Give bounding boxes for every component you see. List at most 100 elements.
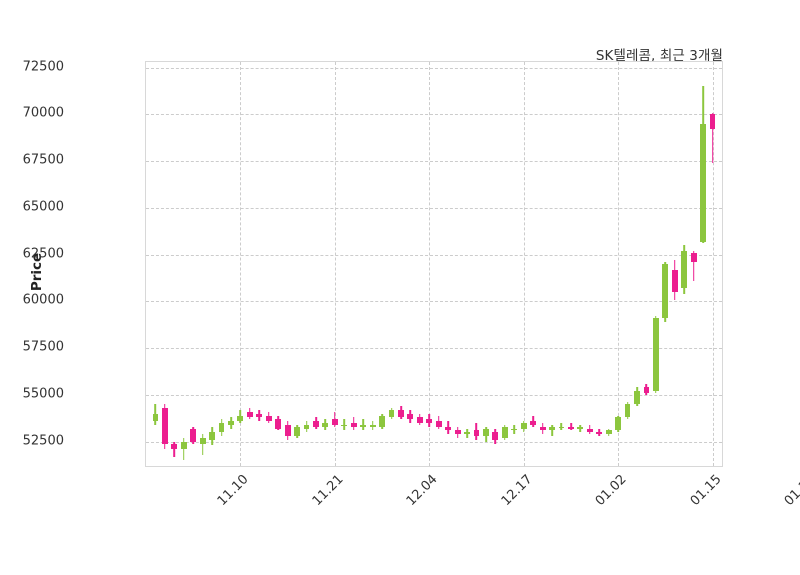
candlestick-up xyxy=(662,62,669,466)
candle-body xyxy=(331,419,338,425)
candle-wick xyxy=(560,422,563,431)
chart-title: SK텔레콤, 최근 3개월 xyxy=(595,48,723,64)
candle-body xyxy=(209,432,215,440)
candlestick-down xyxy=(539,62,546,466)
candlestick-down xyxy=(671,62,678,466)
candle-body xyxy=(464,432,470,435)
gridline-horizontal xyxy=(146,254,722,256)
x-axis-tick-label: 01.02 xyxy=(592,472,630,509)
candle-body xyxy=(445,426,452,431)
candle-body xyxy=(473,430,480,437)
candlestick-down xyxy=(492,62,499,466)
candle-body xyxy=(190,428,197,442)
candle-body xyxy=(520,422,527,429)
candlestick-down xyxy=(246,62,253,466)
candlestick-up xyxy=(228,62,234,466)
candle-body xyxy=(161,408,168,444)
y-axis-tick-label: 62500 xyxy=(22,246,64,262)
candle-body xyxy=(634,391,640,405)
gridline-vertical xyxy=(429,62,431,466)
candle-wick xyxy=(570,422,572,431)
candlestick-down xyxy=(454,62,461,466)
candle-body xyxy=(360,424,367,427)
candle-body xyxy=(171,443,178,450)
candlestick-down xyxy=(426,62,433,466)
candle-body xyxy=(256,413,263,418)
candlestick-up xyxy=(218,62,225,466)
candlestick-down xyxy=(567,62,574,466)
candlestick-up xyxy=(652,62,659,466)
gridline-vertical xyxy=(334,62,336,466)
candle-body xyxy=(624,404,631,418)
candlestick-down xyxy=(398,62,404,466)
candle-wick xyxy=(579,424,582,433)
candlestick-up xyxy=(549,62,555,466)
candlestick-up xyxy=(303,62,310,466)
candle-body xyxy=(426,419,433,423)
candle-body xyxy=(303,424,310,429)
candle-wick xyxy=(551,424,553,437)
x-axis-tick-label: 11.10 xyxy=(215,472,253,509)
candlestick-up xyxy=(322,62,329,466)
candle-body xyxy=(605,430,612,435)
candlestick-up xyxy=(605,62,612,466)
candle-body xyxy=(313,421,319,427)
candle-body xyxy=(577,426,584,429)
gridline-vertical xyxy=(523,62,525,466)
candle-wick xyxy=(711,112,714,163)
candlestick-down xyxy=(265,62,272,466)
candle-body xyxy=(567,426,574,429)
candle-body xyxy=(341,424,348,427)
candlestick-down xyxy=(331,62,338,466)
gridline-vertical xyxy=(240,62,242,466)
candle-body xyxy=(530,421,537,425)
candle-body xyxy=(237,415,244,422)
y-axis-tick-label: 60000 xyxy=(22,292,64,308)
candle-wick xyxy=(334,411,336,427)
candlestick-down xyxy=(171,62,178,466)
candlestick-up xyxy=(483,62,489,466)
candle-body xyxy=(501,426,508,438)
candle-body xyxy=(294,426,300,437)
candle-body xyxy=(709,114,716,130)
candle-body xyxy=(549,426,555,431)
candlestick-up xyxy=(558,62,565,466)
candlestick-up xyxy=(388,62,395,466)
candle-body xyxy=(246,411,253,418)
candle-body xyxy=(369,424,376,427)
gridline-vertical xyxy=(712,62,714,466)
gridline-horizontal xyxy=(146,394,722,396)
y-axis-tick-label: 65000 xyxy=(22,199,64,215)
x-axis-tick-label: 11.21 xyxy=(309,472,347,509)
candle-body xyxy=(643,387,650,394)
candlestick-down xyxy=(407,62,414,466)
candle-body xyxy=(483,428,489,437)
candle-body xyxy=(700,123,707,242)
candlestick-up xyxy=(180,62,187,466)
x-axis-tick-label: 12.17 xyxy=(498,472,536,509)
candle-wick xyxy=(598,428,601,437)
candle-body xyxy=(690,252,697,263)
candlestick-down xyxy=(690,62,697,466)
candle-body xyxy=(662,264,669,319)
candlestick-down xyxy=(416,62,423,466)
candlestick-up xyxy=(700,62,707,466)
candle-body xyxy=(435,421,442,427)
candle-body xyxy=(416,417,423,423)
candlestick-down xyxy=(256,62,263,466)
candlestick-up xyxy=(237,62,244,466)
x-axis-tick-label: 01.28 xyxy=(781,472,800,509)
candlestick-down xyxy=(709,62,716,466)
candle-wick xyxy=(201,434,204,455)
candlestick-down xyxy=(530,62,537,466)
candle-body xyxy=(284,424,291,437)
plot-area xyxy=(145,61,723,467)
gridline-vertical xyxy=(618,62,620,466)
candlestick-up xyxy=(199,62,206,466)
y-axis-tick-label: 70000 xyxy=(22,105,64,121)
candlestick-down xyxy=(275,62,282,466)
candlestick-up xyxy=(501,62,508,466)
candlestick-down xyxy=(350,62,357,466)
candlestick-up xyxy=(681,62,688,466)
candlestick-up xyxy=(369,62,376,466)
